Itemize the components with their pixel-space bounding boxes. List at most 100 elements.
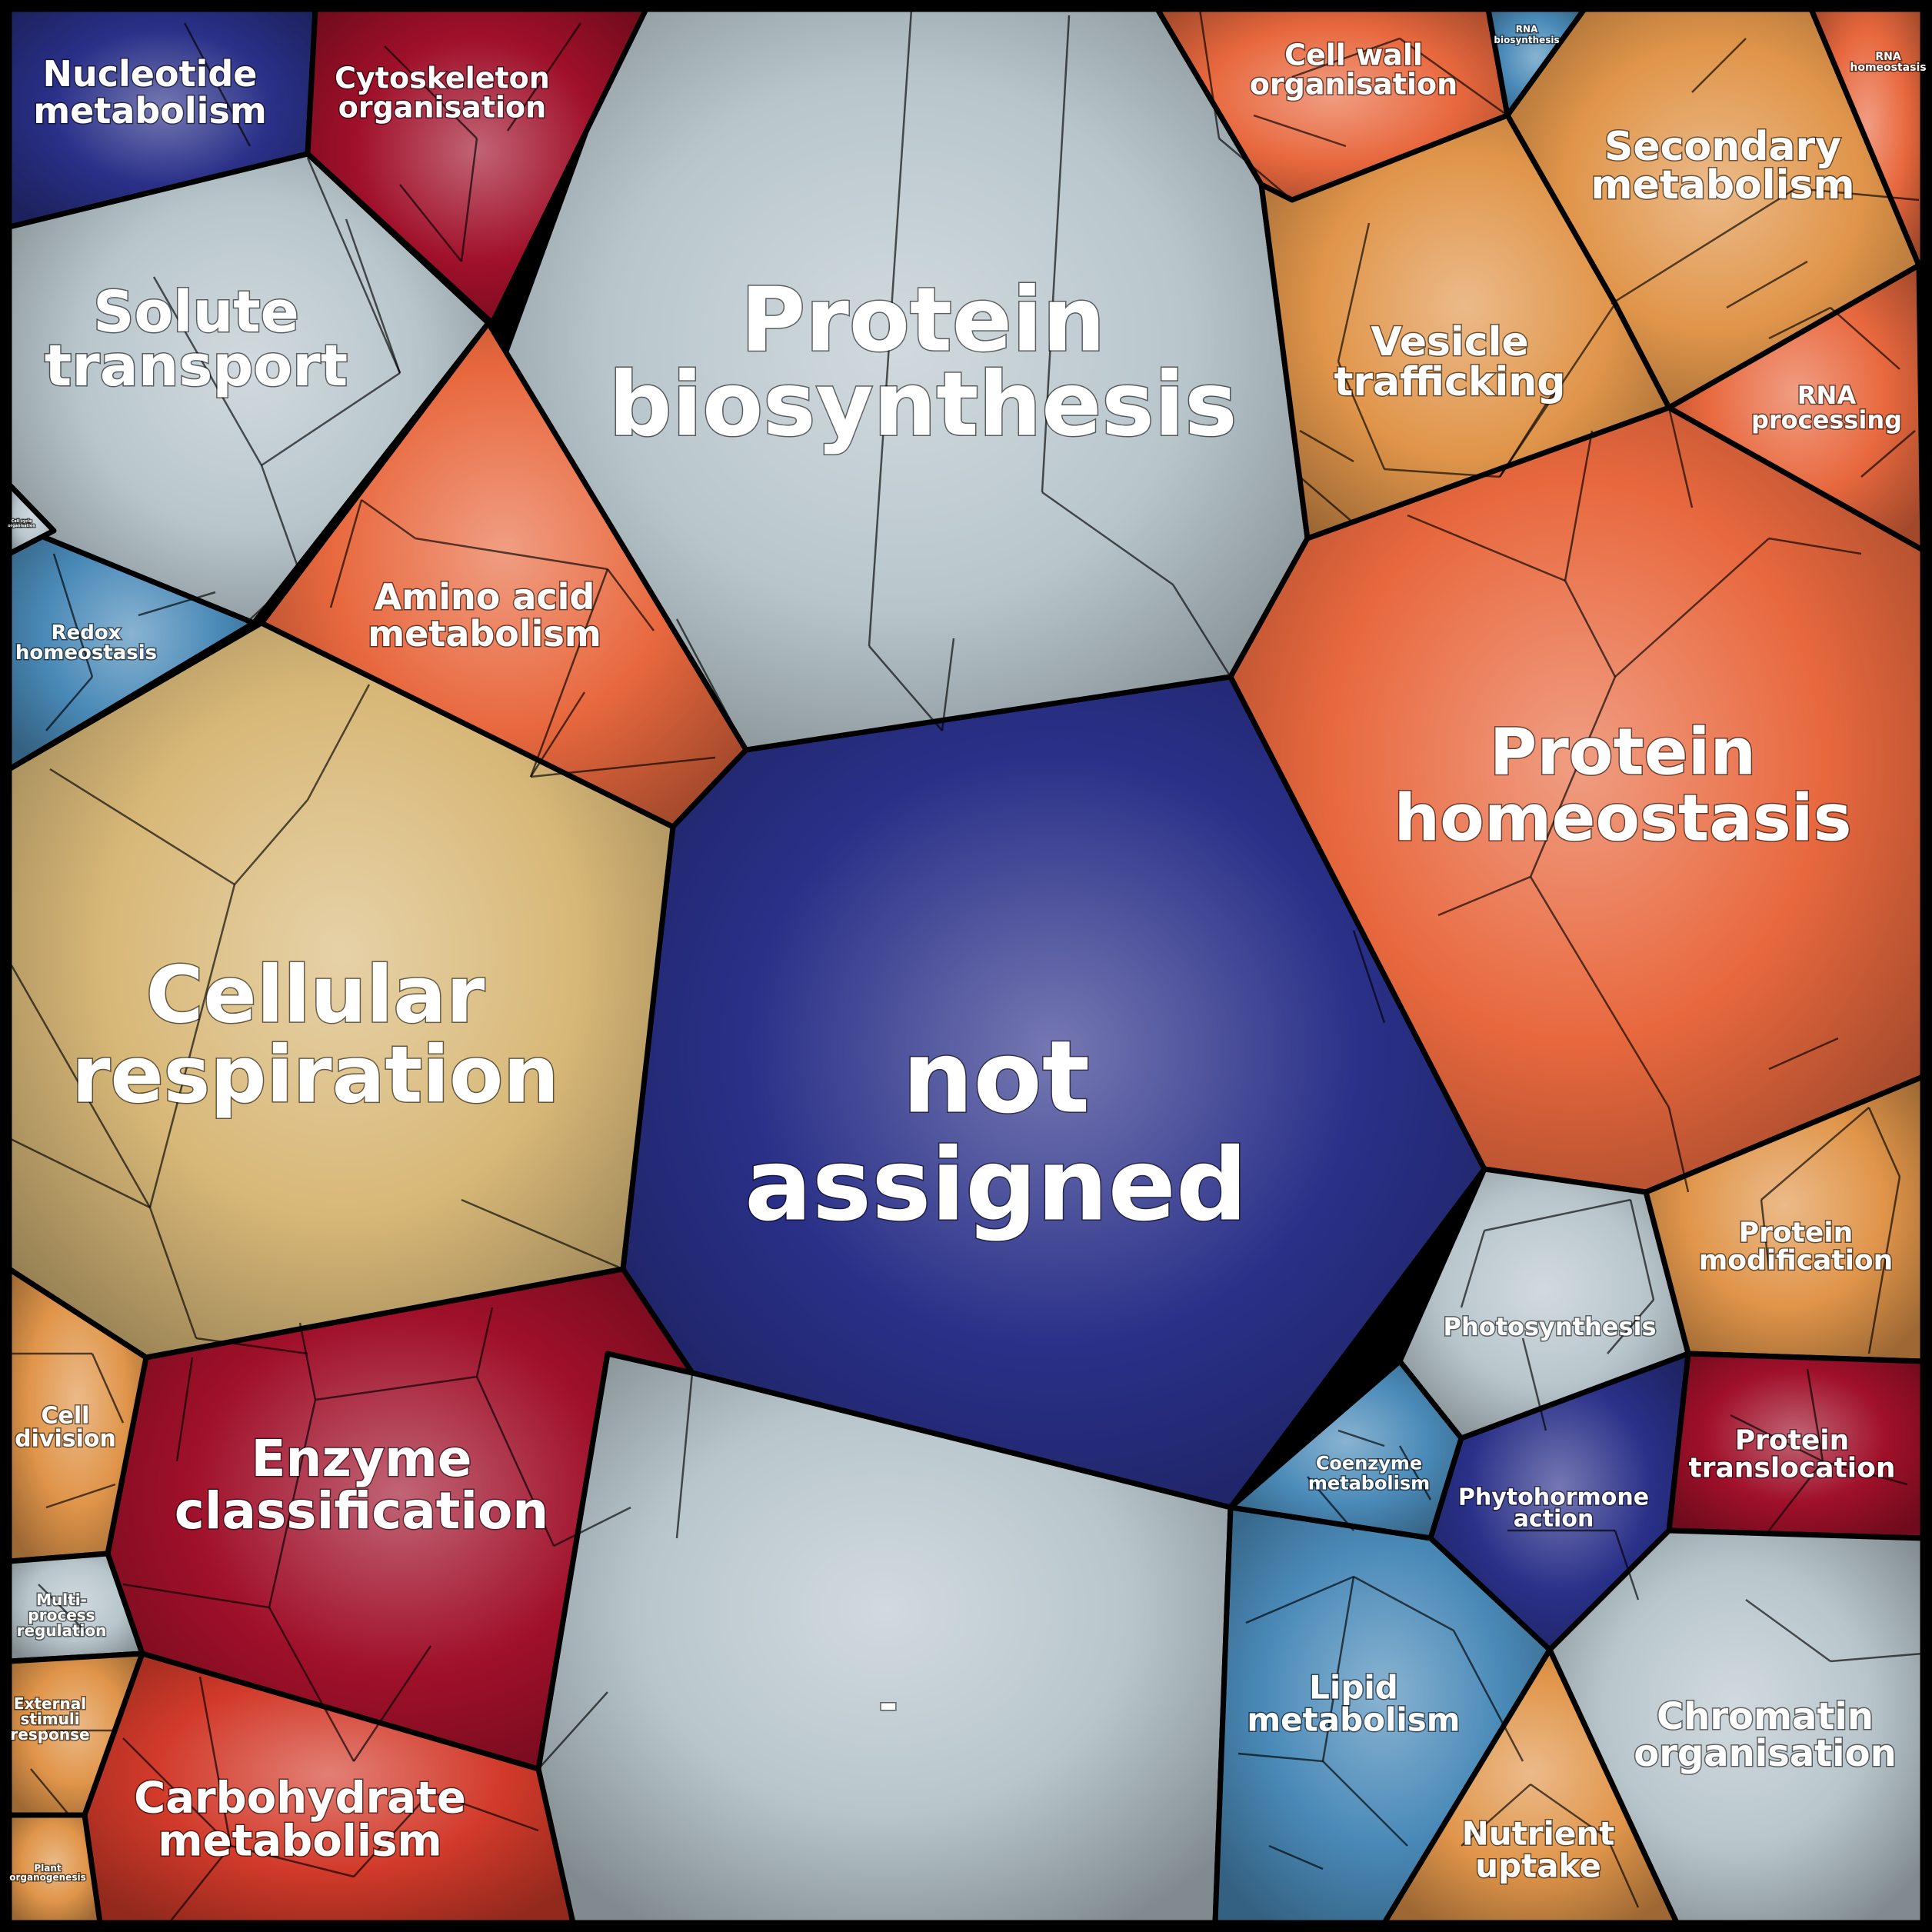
subdivision-line: [1461, 1784, 1531, 1847]
subdivision-line: [538, 1691, 608, 1770]
subdivision-line: [183, 22, 251, 147]
cells-layer: [6, 6, 1926, 1926]
label-line: biosynthesis: [1494, 35, 1559, 45]
label-line: organisation: [338, 90, 546, 124]
subdivision-line: [245, 572, 301, 624]
subdivision-line: [1830, 307, 1900, 370]
subdivision-line: [1667, 407, 1694, 508]
label-line: organisation: [8, 524, 35, 528]
label-coenzyme-metabolism: Coenzyme metabolism: [1308, 1452, 1430, 1494]
subdivision-line: [260, 465, 301, 574]
label-line: Cell: [42, 1403, 90, 1430]
subdivision-line: [1760, 1199, 1770, 1270]
label-line: action: [1514, 1506, 1594, 1533]
label-line: homeostasis: [1394, 780, 1851, 855]
subdivision-line: [38, 1584, 85, 1631]
label-line: Cell wall: [1284, 38, 1423, 72]
subdivision-line: [152, 276, 263, 466]
label-phytohormone-action: Phytohormone action: [1458, 1484, 1649, 1533]
subdivision-line: [353, 1791, 431, 1877]
subdivision-line: [52, 553, 94, 678]
label-line: Plant: [34, 1863, 62, 1874]
subdivision-lines: [8, 8, 1924, 1924]
label-external-stimuli-response: External stimuli response: [10, 1694, 89, 1744]
label-cellular-respiration: Cellular respiration: [72, 950, 559, 1121]
subdivision-line: [1337, 1429, 1385, 1447]
subdivision-line: [1398, 1445, 1432, 1501]
label-line: Redox: [52, 621, 122, 645]
subdivision-line: [529, 568, 609, 778]
label-line: External: [14, 1694, 86, 1713]
subdivision-line: [8, 961, 152, 1208]
label-line: Amino acid: [375, 576, 595, 618]
subdivision-line: [553, 1506, 631, 1547]
subdivision-line: [430, 1790, 539, 1832]
subdivision-line: [415, 537, 608, 571]
label-line: Solute: [93, 279, 299, 345]
subdivision-line: [1521, 1337, 1547, 1431]
subdivision-line: [1484, 1198, 1631, 1232]
subdivision-line: [1498, 391, 1555, 478]
subdivision-line: [868, 645, 943, 731]
label-line: Cytoskeleton: [335, 61, 550, 95]
subdivision-line: [1529, 876, 1671, 1108]
label-line: Protein: [1739, 1217, 1853, 1249]
subdivision-line: [45, 1483, 116, 1509]
subdivision-line: [122, 1583, 270, 1609]
cell-cytoskeleton-organisation[interactable]: [305, 6, 649, 326]
subdivision-line: [1564, 430, 1594, 581]
label-line: organisation: [1250, 67, 1457, 101]
subdivision-line: [1768, 537, 1862, 555]
subdivision-line: [475, 1376, 555, 1547]
subdivision-line: [148, 884, 236, 1208]
subdivision-line: [1171, 584, 1232, 678]
cell-redox-homeostasis[interactable]: [6, 520, 257, 772]
subdivision-line: [530, 756, 716, 778]
subdivision-line: [1245, 1575, 1354, 1624]
cell-cell-cycle-organisation[interactable]: [6, 481, 57, 557]
subdivision-line: [384, 45, 478, 139]
subdivision-line: [1730, 1414, 1824, 1463]
label-line: Lipid: [1309, 1669, 1398, 1707]
subdivision-line: [230, 1844, 355, 1878]
cell-rna-processing[interactable]: [1666, 262, 1926, 553]
label-line: Vesicle: [1371, 319, 1528, 365]
subdivision-line: [361, 498, 416, 540]
cell-nutrient-uptake[interactable]: [1381, 1647, 1680, 1926]
subdivision-line: [1768, 1037, 1839, 1071]
subdivision-line: [1607, 1299, 1654, 1354]
label-line: homeostasis: [15, 641, 157, 665]
subdivision-line: [1337, 361, 1386, 470]
cell-rna-homeostasis[interactable]: [1808, 6, 1926, 268]
label-nucleotide-metabolism: Nucleotide metabolism: [33, 53, 267, 132]
subdivision-line: [475, 1307, 494, 1377]
cell-chromatin-organisation[interactable]: [1547, 1527, 1926, 1926]
subdivision-line: [306, 157, 401, 374]
subdivision-line: [138, 591, 216, 617]
label-protein-modification: Protein modification: [1699, 1217, 1894, 1277]
cell-plant-organogenesis[interactable]: [6, 1812, 103, 1926]
subdivision-line: [1352, 930, 1386, 1024]
label-rna-biosynthesis: RNA biosynthesis: [1494, 24, 1559, 45]
label-enzyme-classification: Enzyme classification: [175, 1429, 549, 1541]
subdivision-line: [506, 22, 582, 132]
cell-carbohydrate-metabolism[interactable]: [82, 1651, 576, 1926]
subdivision-line: [1353, 1575, 1454, 1632]
label-chromatin-organisation: Chromatin organisation: [1634, 1695, 1897, 1775]
subdivision-line: [268, 1399, 317, 1608]
label-line: -: [879, 1677, 898, 1731]
subdivision-line: [460, 138, 478, 262]
label-not-assigned: not assigned: [744, 1019, 1247, 1244]
subdivision-line: [352, 1645, 432, 1762]
label-line: Secondary: [1604, 124, 1841, 170]
subdivision-line: [1614, 538, 1770, 678]
subdivision-line: [1253, 114, 1347, 148]
subdivision-line: [1299, 476, 1354, 524]
subdivision-line: [261, 371, 401, 467]
subdivision-line: [1291, 37, 1401, 78]
subdivision-line: [8, 1137, 151, 1209]
subdivision-line: [1822, 1460, 1908, 1486]
subdivision-line: [399, 184, 462, 262]
subdivision-line: [1321, 1576, 1355, 1762]
